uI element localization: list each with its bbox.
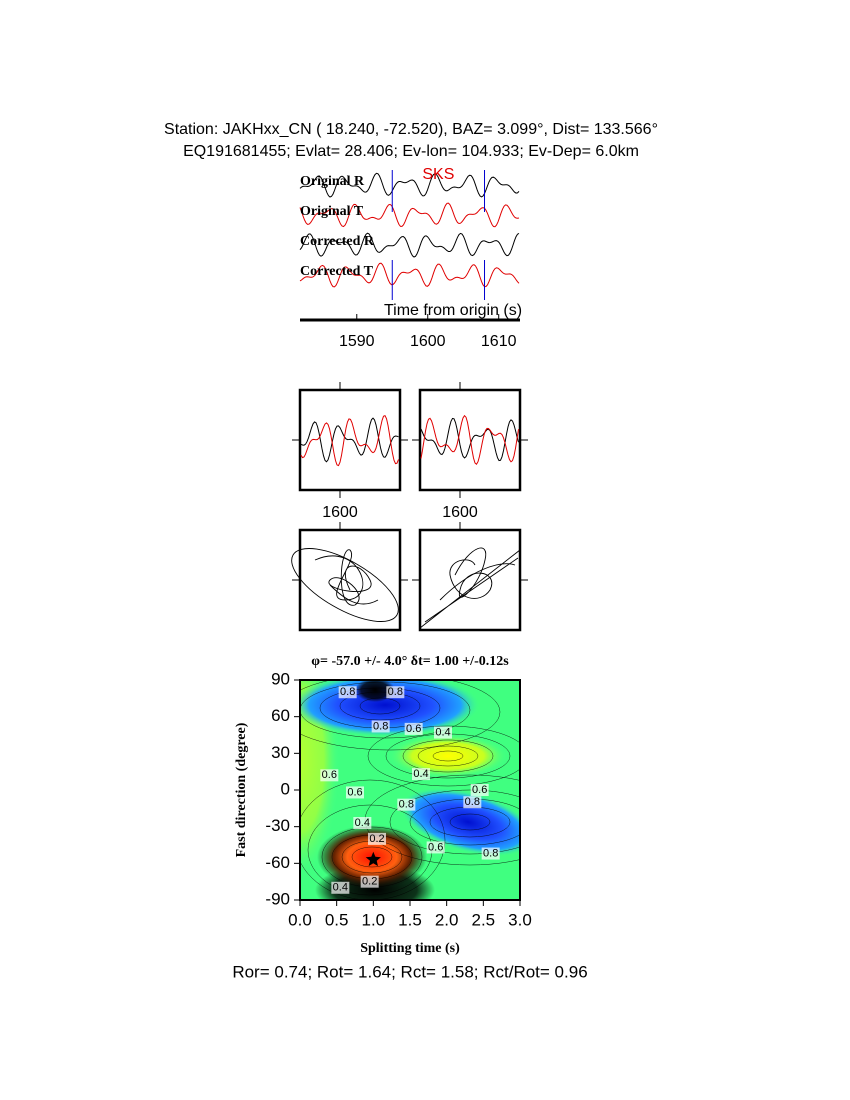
contour-label-bg (338, 686, 357, 699)
y-tick-label: 60 (271, 706, 290, 725)
panel-frame (298, 528, 402, 632)
trace-label: Original T (300, 204, 364, 219)
contour-label: 0.8 (340, 686, 355, 698)
contour-label: 0.8 (399, 799, 414, 811)
contour-label-bg (346, 786, 364, 799)
contour-label-bg (331, 881, 350, 894)
contour-label: 0.4 (355, 817, 370, 829)
contour-label-bg (463, 796, 482, 809)
contour-label-bg (412, 768, 430, 781)
y-tick-label: 90 (271, 669, 290, 688)
contour-label-bg (386, 686, 405, 699)
trace-label: Corrected R (300, 234, 375, 249)
x-tick-label: 1610 (481, 333, 517, 350)
particle-motion (291, 547, 521, 629)
contour-label-bg (368, 832, 386, 845)
y-tick-label: -90 (265, 889, 290, 908)
waveform-trace (300, 414, 399, 467)
contour-label-bg (397, 798, 416, 811)
window-panels (292, 382, 528, 581)
waveform-trace (299, 232, 520, 258)
contour-label-bg (481, 847, 500, 860)
best-fit-star (365, 851, 381, 867)
contour-label: 0.6 (428, 841, 443, 853)
waveform-trace (420, 414, 519, 465)
contour-label-bg (426, 841, 445, 854)
contour-label: 0.6 (406, 723, 421, 735)
contour-label-bg (360, 875, 379, 888)
contour-label: 0.4 (333, 882, 348, 894)
x-tick-label: 1.0 (362, 910, 386, 929)
x-tick-label: 1600 (322, 504, 358, 521)
y-tick-label: 0 (281, 779, 290, 798)
contour-label-bg (434, 726, 452, 739)
x-tick-label: 1.5 (398, 910, 422, 929)
waveform-trace (300, 417, 399, 463)
contour-label: 0.8 (373, 720, 388, 732)
x-axis-label: Splitting time (s) (360, 941, 460, 956)
contour-label: 0.2 (369, 833, 384, 845)
header-line: EQ191681455; Evlat= 28.406; Ev-lon= 104.… (183, 143, 639, 160)
x-tick-label: 1600 (442, 504, 478, 521)
x-tick-label: 1590 (339, 333, 375, 350)
contour-label-bg (353, 817, 372, 829)
y-tick-label: 30 (271, 743, 290, 762)
contour-label: 0.4 (413, 768, 428, 780)
waveform-trace (299, 202, 520, 228)
y-tick-label: -30 (265, 816, 290, 835)
contour-label: 0.6 (347, 786, 362, 798)
y-tick-label: -60 (265, 853, 290, 872)
chart-title: φ= -57.0 +/- 4.0° δt= 1.00 +/-0.12s (311, 654, 509, 669)
contour-label: 0.8 (483, 847, 498, 859)
contour-label: 0.6 (472, 784, 487, 796)
x-tick-label: 0.0 (288, 910, 312, 929)
trace-label: Original R (300, 174, 365, 189)
contour-label-bg (404, 722, 423, 735)
header-line: Station: JAKHxx_CN ( 18.240, -72.520), B… (164, 121, 658, 138)
contour-label: 0.4 (435, 726, 450, 738)
y-axis-label: Fast direction (degree) (234, 722, 249, 857)
contour-label-bg (470, 784, 489, 796)
x-axis-label: Time from origin (s) (384, 302, 522, 319)
trace-label: Corrected T (300, 264, 374, 279)
contour-label-bg (320, 769, 339, 782)
contour-label: 0.8 (465, 796, 480, 808)
x-tick-label: 0.5 (325, 910, 349, 929)
x-tick-label: 2.5 (472, 910, 496, 929)
waveform-trace (299, 262, 520, 288)
grid-search: 0.8 0.80.8 0.6 0.40.40.60.60.80.60.80.40.20… (265, 669, 531, 929)
waveform-trace (299, 172, 520, 198)
contour-label-bg (371, 720, 390, 733)
contour-label: 0.2 (362, 876, 377, 888)
contour-label: 0.6 (322, 769, 337, 781)
waveform-panel: Original R Original T Corrected R Corrected… (299, 166, 522, 350)
phase-label: SKS (422, 166, 454, 183)
contour-label: 0.8 (388, 686, 403, 698)
x-tick-label: 1600 (410, 333, 446, 350)
waveform-trace (420, 417, 519, 462)
footer: Ror= 0.74; Rot= 1.64; Rct= 1.58; Rct/Rot… (232, 962, 587, 981)
x-tick-label: 3.0 (508, 910, 532, 929)
x-tick-label: 2.0 (435, 910, 459, 929)
